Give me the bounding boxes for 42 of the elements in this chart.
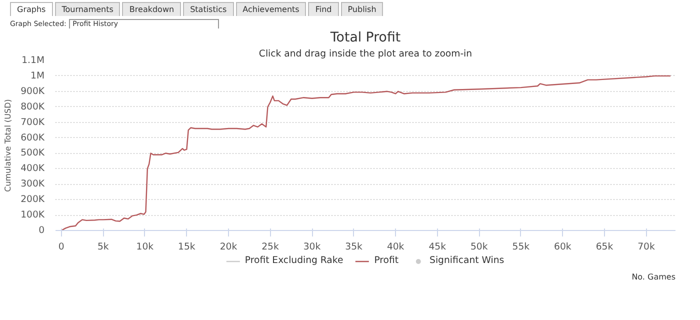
text: Graphs	[10, 2, 53, 16]
x-tick-label: 50k	[470, 242, 488, 252]
text: Find	[308, 2, 339, 16]
x-tick-label: 20k	[220, 242, 238, 252]
text: Publish	[340, 2, 384, 16]
x-tick-label: 25k	[262, 242, 280, 252]
y-tick-label: 500K	[20, 148, 46, 159]
x-tick-label: 40k	[386, 242, 405, 252]
x-tick-label: 35k	[345, 242, 364, 252]
legend-label: Profit	[374, 255, 399, 266]
y-tick-label: 1.1M	[22, 55, 45, 66]
x-tick-label: 0	[58, 242, 64, 252]
chart-subtitle: Click and drag inside the plot area to zoom-in	[258, 48, 472, 60]
text: Breakdown	[122, 2, 182, 16]
x-tick-label: 65k	[596, 242, 614, 252]
x-tick-label: 60k	[554, 242, 572, 252]
y-tick-label: 900K	[20, 86, 46, 97]
y-tick-label: 600K	[20, 132, 46, 144]
x-tick-label: 70k	[638, 242, 656, 252]
x-tick-label: 15k	[178, 242, 196, 252]
line-series	[60, 75, 672, 230]
x-tick-label: 45k	[428, 242, 447, 252]
y-tick-label: 100K	[20, 210, 46, 221]
y-axis-title: Cumulative Total (USD)	[4, 99, 13, 192]
y-tick-label: 400K	[20, 163, 46, 174]
text: Achievements	[236, 2, 306, 16]
chart-title: Total Profit	[329, 30, 401, 46]
text: Statistics	[183, 2, 234, 16]
x-tick-label: 5k	[97, 242, 110, 252]
y-tick-label: 700K	[20, 116, 46, 128]
y-tick-label: 0	[38, 225, 45, 236]
y-tick-label: 1M	[30, 70, 44, 82]
x-tick-label: 30k	[303, 242, 322, 252]
legend-label: Significant Wins	[430, 255, 504, 266]
legend-label: Profit Excluding Rake	[244, 255, 344, 266]
x-axis-title: No. Games	[632, 272, 676, 282]
text: Tournaments	[54, 2, 120, 16]
y-tick-label: 800K	[20, 101, 46, 112]
y-tick-label: 300K	[20, 178, 46, 190]
x-tick-label: 10k	[136, 242, 154, 252]
x-tick-label: 55k	[512, 242, 530, 252]
y-tick-label: 200K	[20, 194, 46, 206]
